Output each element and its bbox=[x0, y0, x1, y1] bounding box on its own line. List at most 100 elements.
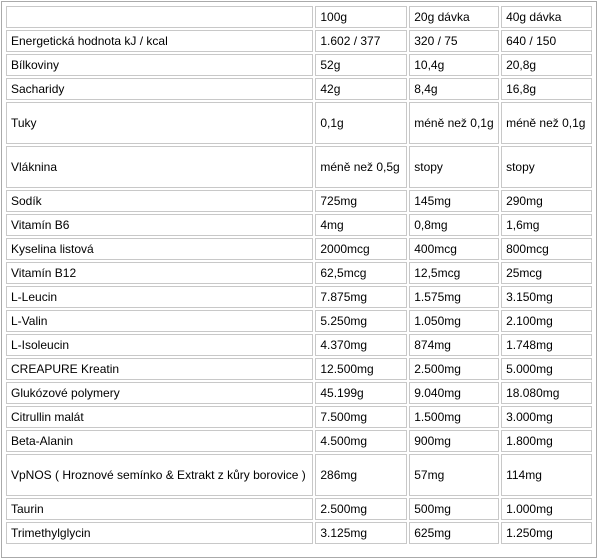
table-row: Kyselina listová 2000mcg 400mcg 800mcg bbox=[6, 238, 592, 260]
header-row: 100g 20g dávka 40g dávka bbox=[6, 6, 592, 28]
row-label: Citrullin malát bbox=[6, 406, 314, 428]
value-100g: 286mg bbox=[315, 454, 408, 496]
value-40g: méně než 0,1g bbox=[501, 102, 592, 144]
row-label: Tuky bbox=[6, 102, 314, 144]
row-label: Vitamín B6 bbox=[6, 214, 314, 236]
value-40g: 3.000mg bbox=[501, 406, 592, 428]
table-row: Citrullin malát 7.500mg 1.500mg 3.000mg bbox=[6, 406, 592, 428]
row-label: Bílkoviny bbox=[6, 54, 314, 76]
value-40g: 800mcg bbox=[501, 238, 592, 260]
value-20g: 500mg bbox=[409, 498, 500, 520]
row-label: Sacharidy bbox=[6, 78, 314, 100]
value-20g: 400mcg bbox=[409, 238, 500, 260]
value-100g: 42g bbox=[315, 78, 408, 100]
table-row: Bílkoviny 52g 10,4g 20,8g bbox=[6, 54, 592, 76]
value-40g: 3.150mg bbox=[501, 286, 592, 308]
value-40g: 290mg bbox=[501, 190, 592, 212]
table-row: VpNOS ( Hroznové semínko & Extrakt z kůr… bbox=[6, 454, 592, 496]
table-row: Vláknina méně než 0,5g stopy stopy bbox=[6, 146, 592, 188]
value-40g: 5.000mg bbox=[501, 358, 592, 380]
table-row: Energetická hodnota kJ / kcal 1.602 / 37… bbox=[6, 30, 592, 52]
value-40g: 2.100mg bbox=[501, 310, 592, 332]
nutrition-table: 100g 20g dávka 40g dávka Energetická hod… bbox=[4, 4, 594, 546]
value-20g: 2.500mg bbox=[409, 358, 500, 380]
value-100g: 7.875mg bbox=[315, 286, 408, 308]
table-row: Sacharidy 42g 8,4g 16,8g bbox=[6, 78, 592, 100]
value-20g: 8,4g bbox=[409, 78, 500, 100]
value-100g: 52g bbox=[315, 54, 408, 76]
value-20g: 1.050mg bbox=[409, 310, 500, 332]
value-20g: 625mg bbox=[409, 522, 500, 544]
table-row: Taurin 2.500mg 500mg 1.000mg bbox=[6, 498, 592, 520]
row-label: Sodík bbox=[6, 190, 314, 212]
value-100g: méně než 0,5g bbox=[315, 146, 408, 188]
value-100g: 62,5mcg bbox=[315, 262, 408, 284]
value-100g: 1.602 / 377 bbox=[315, 30, 408, 52]
value-20g: 900mg bbox=[409, 430, 500, 452]
table-row: L-Leucin 7.875mg 1.575mg 3.150mg bbox=[6, 286, 592, 308]
row-label: Glukózové polymery bbox=[6, 382, 314, 404]
table-row: Beta-Alanin 4.500mg 900mg 1.800mg bbox=[6, 430, 592, 452]
value-20g: 12,5mcg bbox=[409, 262, 500, 284]
value-20g: stopy bbox=[409, 146, 500, 188]
row-label: Taurin bbox=[6, 498, 314, 520]
value-20g: 9.040mg bbox=[409, 382, 500, 404]
value-100g: 0,1g bbox=[315, 102, 408, 144]
value-40g: 1,6mg bbox=[501, 214, 592, 236]
value-100g: 2000mcg bbox=[315, 238, 408, 260]
value-100g: 45.199g bbox=[315, 382, 408, 404]
row-label: L-Valin bbox=[6, 310, 314, 332]
value-40g: 114mg bbox=[501, 454, 592, 496]
table-row: Vitamín B12 62,5mcg 12,5mcg 25mcg bbox=[6, 262, 592, 284]
header-cell-label bbox=[6, 6, 314, 28]
header-cell-100g: 100g bbox=[315, 6, 408, 28]
value-20g: 320 / 75 bbox=[409, 30, 500, 52]
row-label: Beta-Alanin bbox=[6, 430, 314, 452]
table-row: L-Valin 5.250mg 1.050mg 2.100mg bbox=[6, 310, 592, 332]
value-40g: 1.250mg bbox=[501, 522, 592, 544]
value-100g: 5.250mg bbox=[315, 310, 408, 332]
row-label: Vitamín B12 bbox=[6, 262, 314, 284]
table-row: Vitamín B6 4mg 0,8mg 1,6mg bbox=[6, 214, 592, 236]
value-40g: 25mcg bbox=[501, 262, 592, 284]
value-40g: 640 / 150 bbox=[501, 30, 592, 52]
value-20g: 10,4g bbox=[409, 54, 500, 76]
row-label: L-Isoleucin bbox=[6, 334, 314, 356]
value-100g: 725mg bbox=[315, 190, 408, 212]
table-row: Trimethylglycin 3.125mg 625mg 1.250mg bbox=[6, 522, 592, 544]
value-20g: 0,8mg bbox=[409, 214, 500, 236]
table-row: Sodík 725mg 145mg 290mg bbox=[6, 190, 592, 212]
value-40g: stopy bbox=[501, 146, 592, 188]
row-label: Trimethylglycin bbox=[6, 522, 314, 544]
header-cell-20g: 20g dávka bbox=[409, 6, 500, 28]
value-100g: 4.500mg bbox=[315, 430, 408, 452]
value-20g: 145mg bbox=[409, 190, 500, 212]
table-row: L-Isoleucin 4.370mg 874mg 1.748mg bbox=[6, 334, 592, 356]
value-100g: 4.370mg bbox=[315, 334, 408, 356]
table-row: Glukózové polymery 45.199g 9.040mg 18.08… bbox=[6, 382, 592, 404]
value-40g: 16,8g bbox=[501, 78, 592, 100]
value-100g: 3.125mg bbox=[315, 522, 408, 544]
header-cell-40g: 40g dávka bbox=[501, 6, 592, 28]
row-label: L-Leucin bbox=[6, 286, 314, 308]
value-40g: 1.800mg bbox=[501, 430, 592, 452]
value-40g: 1.000mg bbox=[501, 498, 592, 520]
value-20g: 1.575mg bbox=[409, 286, 500, 308]
row-label: Kyselina listová bbox=[6, 238, 314, 260]
value-100g: 2.500mg bbox=[315, 498, 408, 520]
value-20g: 57mg bbox=[409, 454, 500, 496]
row-label: VpNOS ( Hroznové semínko & Extrakt z kůr… bbox=[6, 454, 314, 496]
value-20g: 1.500mg bbox=[409, 406, 500, 428]
value-40g: 18.080mg bbox=[501, 382, 592, 404]
table-row: CREAPURE Kreatin 12.500mg 2.500mg 5.000m… bbox=[6, 358, 592, 380]
row-label: CREAPURE Kreatin bbox=[6, 358, 314, 380]
value-100g: 7.500mg bbox=[315, 406, 408, 428]
row-label: Energetická hodnota kJ / kcal bbox=[6, 30, 314, 52]
value-100g: 4mg bbox=[315, 214, 408, 236]
value-20g: 874mg bbox=[409, 334, 500, 356]
value-40g: 20,8g bbox=[501, 54, 592, 76]
value-20g: méně než 0,1g bbox=[409, 102, 500, 144]
value-100g: 12.500mg bbox=[315, 358, 408, 380]
value-40g: 1.748mg bbox=[501, 334, 592, 356]
